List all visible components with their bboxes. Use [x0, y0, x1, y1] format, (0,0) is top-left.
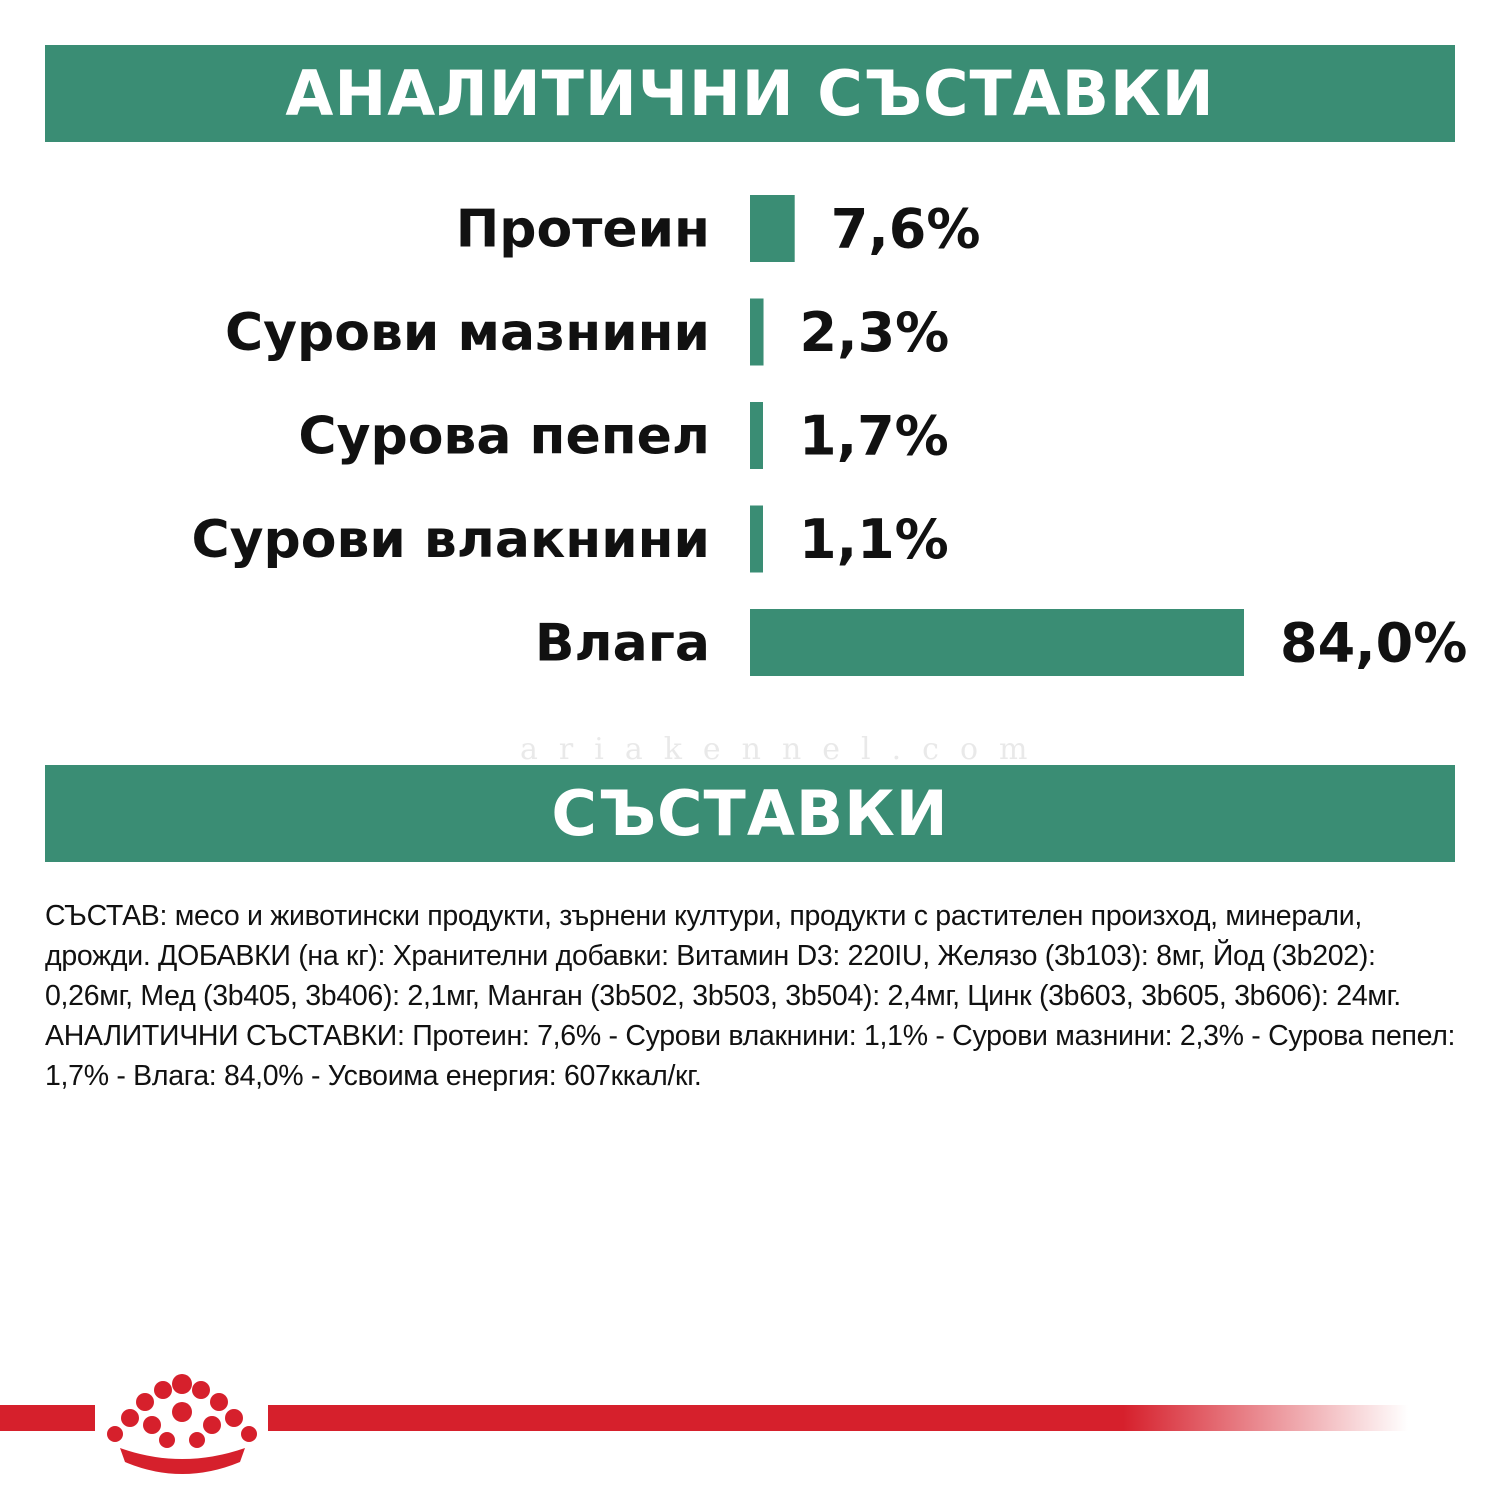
- category-label-0: Протеин: [456, 200, 710, 260]
- analytical-constituents-title: АНАЛИТИЧНИ СЪСТАВКИ: [285, 56, 1215, 130]
- crown-dot-8: [241, 1426, 257, 1442]
- crown-dot-7: [107, 1426, 123, 1442]
- crown-dot-9: [143, 1416, 161, 1434]
- value-label-2: 1,7%: [799, 405, 949, 468]
- brand-bar-right: [268, 1405, 1408, 1431]
- bar-3: [750, 505, 763, 573]
- value-label-1: 2,3%: [800, 301, 950, 364]
- crown-dot-1: [154, 1381, 172, 1399]
- crown-dot-13: [189, 1432, 205, 1448]
- ingredients-title: СЪСТАВКИ: [551, 776, 949, 850]
- category-label-4: Влага: [535, 614, 710, 674]
- composition-text: СЪСТАВ: месо и животински продукти, зърн…: [45, 900, 1456, 1092]
- crown-dot-4: [210, 1393, 228, 1411]
- brand-bar-left: [0, 1405, 95, 1431]
- crown-dot-10: [172, 1402, 192, 1422]
- analytical-constituents-banner: АНАЛИТИЧНИ СЪСТАВКИ: [45, 45, 1455, 142]
- crown-dot-11: [203, 1416, 221, 1434]
- crown-dot-6: [225, 1409, 243, 1427]
- crown-dot-0: [172, 1374, 192, 1394]
- ingredients-banner: СЪСТАВКИ: [45, 765, 1455, 862]
- category-label-3: Сурови влакнини: [191, 510, 710, 570]
- bar-1: [750, 298, 764, 366]
- bar-0: [750, 195, 795, 262]
- crown-dot-2: [192, 1381, 210, 1399]
- royal-canin-crown-icon: [107, 1374, 257, 1474]
- nutrient-bar-chart: Протеин 7,6% Сурови мазнини 2,3% Сурова пепе…: [191, 195, 1467, 676]
- value-label-0: 7,6%: [831, 198, 981, 261]
- category-label-1: Сурови мазнини: [225, 303, 710, 363]
- crown-dot-3: [136, 1393, 154, 1411]
- bar-2: [750, 402, 763, 469]
- value-label-4: 84,0%: [1280, 612, 1467, 675]
- category-label-2: Сурова пепел: [298, 407, 710, 467]
- watermark-text: ariakennel.com: [520, 732, 1049, 767]
- crown-dot-5: [121, 1409, 139, 1427]
- crown-dot-12: [159, 1432, 175, 1448]
- bar-4: [750, 609, 1244, 676]
- value-label-3: 1,1%: [799, 508, 949, 571]
